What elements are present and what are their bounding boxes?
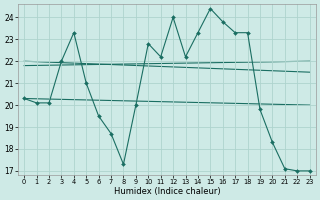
X-axis label: Humidex (Indice chaleur): Humidex (Indice chaleur) — [114, 187, 220, 196]
